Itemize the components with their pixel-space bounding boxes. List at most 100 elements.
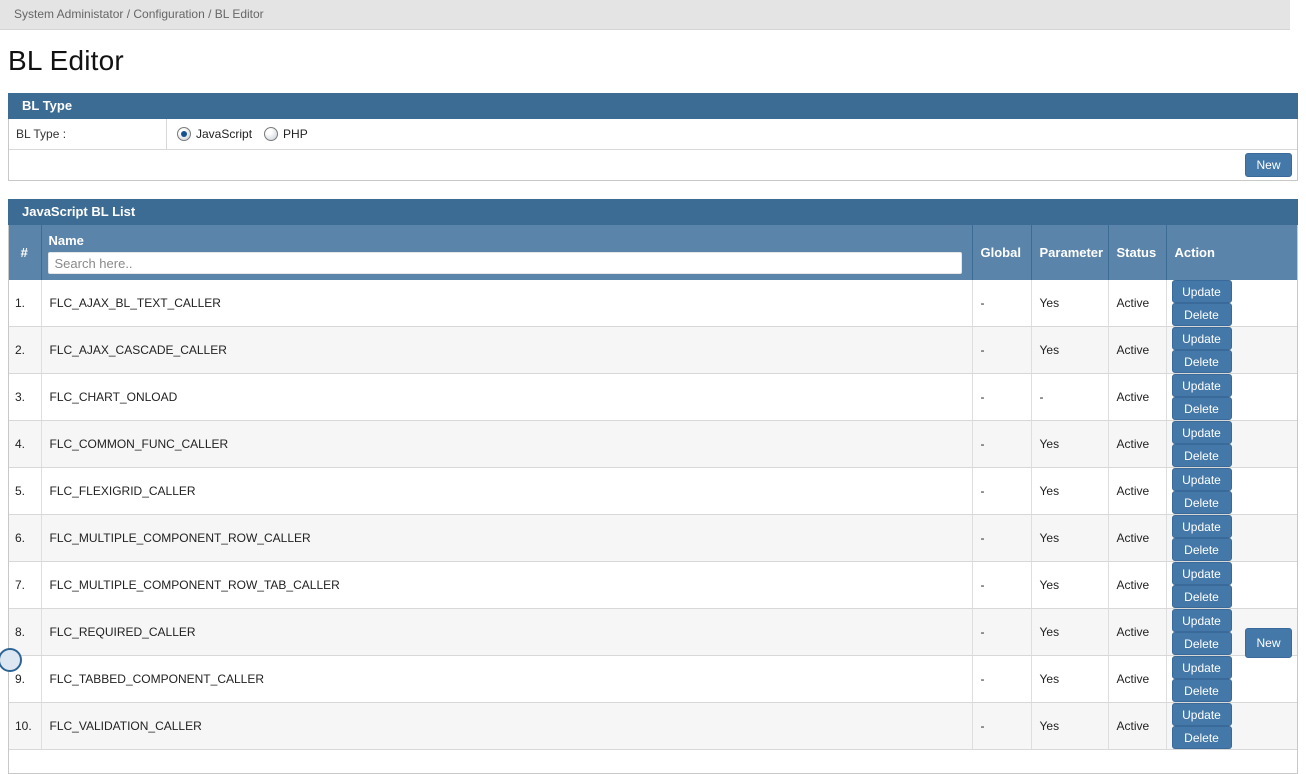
radio-option-javascript-label: JavaScript — [196, 127, 253, 141]
bl-list-table: # Name Global Parameter Status Action 1. — [9, 225, 1297, 750]
row-global: - — [972, 467, 1032, 515]
row-global: - — [972, 373, 1032, 421]
row-index: 2. — [9, 326, 42, 374]
radio-option-javascript[interactable]: JavaScript — [177, 127, 252, 141]
bl-list-panel-header: JavaScript BL List — [8, 199, 1298, 225]
row-parameter: Yes — [1031, 326, 1109, 374]
delete-button[interactable]: Delete — [1171, 585, 1232, 608]
row-parameter: Yes — [1031, 561, 1109, 609]
row-global: - — [972, 561, 1032, 609]
row-index: 1. — [9, 280, 42, 327]
row-status: Active — [1108, 373, 1167, 421]
page-title: BL Editor — [8, 45, 124, 76]
row-name: FLC_TABBED_COMPONENT_CALLER — [41, 655, 973, 703]
bl-type-panel-body: BL Type : JavaScript PHP New — [8, 119, 1298, 181]
row-actions: Update Delete — [1166, 561, 1297, 609]
bl-list-panel: JavaScript BL List # Name Global Paramet… — [8, 199, 1298, 774]
update-button[interactable]: Update — [1171, 327, 1232, 350]
row-index: 4. — [9, 420, 42, 468]
table-row: 2. FLC_AJAX_CASCADE_CALLER - Yes Active … — [9, 326, 1297, 374]
row-global: - — [972, 280, 1032, 327]
delete-button[interactable]: Delete — [1171, 491, 1232, 514]
bl-type-panel-header: BL Type — [8, 93, 1298, 119]
update-button[interactable]: Update — [1171, 468, 1232, 491]
row-parameter: Yes — [1031, 608, 1109, 656]
row-global: - — [972, 655, 1032, 703]
radio-option-php-label: PHP — [283, 127, 308, 141]
row-parameter: Yes — [1031, 467, 1109, 515]
bl-type-button-row: New — [9, 150, 1297, 180]
row-name: FLC_VALIDATION_CALLER — [41, 702, 973, 750]
row-index: 3. — [9, 373, 42, 421]
row-actions: Update Delete — [1166, 655, 1297, 703]
delete-button[interactable]: Delete — [1171, 679, 1232, 702]
column-header-name-label: Name — [48, 233, 84, 248]
row-parameter: Yes — [1031, 655, 1109, 703]
delete-button[interactable]: Delete — [1171, 538, 1232, 561]
search-input[interactable] — [47, 252, 962, 274]
column-header-name: Name — [41, 225, 973, 280]
row-name: FLC_MULTIPLE_COMPONENT_ROW_TAB_CALLER — [41, 561, 973, 609]
row-status: Active — [1108, 702, 1167, 750]
row-status: Active — [1108, 608, 1167, 656]
bl-list-footer — [9, 750, 1297, 773]
row-actions: Update Delete — [1166, 467, 1297, 515]
row-global: - — [972, 702, 1032, 750]
row-index: 10. — [9, 702, 42, 750]
table-row: 9. FLC_TABBED_COMPONENT_CALLER - Yes Act… — [9, 655, 1297, 703]
delete-button[interactable]: Delete — [1171, 303, 1232, 326]
bl-type-panel-title: BL Type — [22, 98, 73, 113]
row-index: 5. — [9, 467, 42, 515]
update-button[interactable]: Update — [1171, 280, 1232, 303]
radio-option-php[interactable]: PHP — [264, 127, 308, 141]
table-row: 5. FLC_FLEXIGRID_CALLER - Yes Active Upd… — [9, 467, 1297, 515]
table-row: 10. FLC_VALIDATION_CALLER - Yes Active U… — [9, 702, 1297, 750]
row-status: Active — [1108, 420, 1167, 468]
new-button-top[interactable]: New — [1245, 153, 1292, 177]
row-status: Active — [1108, 326, 1167, 374]
row-name: FLC_REQUIRED_CALLER — [41, 608, 973, 656]
bl-list-panel-title: JavaScript BL List — [22, 204, 136, 219]
update-button[interactable]: Update — [1171, 374, 1232, 397]
row-actions: Update Delete — [1166, 420, 1297, 468]
update-button[interactable]: Update — [1171, 421, 1232, 444]
new-button-bottom[interactable]: New — [1245, 628, 1292, 658]
row-name: FLC_AJAX_BL_TEXT_CALLER — [41, 280, 973, 327]
bl-type-panel: BL Type BL Type : JavaScript PHP New — [8, 93, 1298, 181]
radio-selected-icon — [177, 127, 191, 141]
table-row: 8. FLC_REQUIRED_CALLER - Yes Active Upda… — [9, 608, 1297, 656]
row-parameter: Yes — [1031, 702, 1109, 750]
breadcrumb: System Administator / Configuration / BL… — [0, 0, 1290, 30]
delete-button[interactable]: Delete — [1171, 632, 1232, 655]
delete-button[interactable]: Delete — [1171, 726, 1232, 749]
table-row: 7. FLC_MULTIPLE_COMPONENT_ROW_TAB_CALLER… — [9, 561, 1297, 609]
delete-button[interactable]: Delete — [1171, 350, 1232, 373]
row-actions: Update Delete — [1166, 280, 1297, 327]
row-status: Active — [1108, 467, 1167, 515]
row-global: - — [972, 514, 1032, 562]
update-button[interactable]: Update — [1171, 562, 1232, 585]
row-name: FLC_COMMON_FUNC_CALLER — [41, 420, 973, 468]
row-index: 6. — [9, 514, 42, 562]
table-row: 4. FLC_COMMON_FUNC_CALLER - Yes Active U… — [9, 420, 1297, 468]
delete-button[interactable]: Delete — [1171, 444, 1232, 467]
breadcrumb-text: System Administator / Configuration / BL… — [14, 7, 264, 21]
bl-list-panel-body: # Name Global Parameter Status Action 1. — [8, 225, 1298, 774]
bl-type-options: JavaScript PHP — [167, 119, 308, 149]
row-index: 7. — [9, 561, 42, 609]
update-button[interactable]: Update — [1171, 703, 1232, 726]
column-header-index: # — [9, 225, 42, 280]
column-header-global: Global — [972, 225, 1032, 280]
column-header-action: Action — [1166, 225, 1297, 280]
row-name: FLC_CHART_ONLOAD — [41, 373, 973, 421]
update-button[interactable]: Update — [1171, 609, 1232, 632]
bl-type-form-row: BL Type : JavaScript PHP — [9, 119, 1297, 150]
delete-button[interactable]: Delete — [1171, 397, 1232, 420]
row-name: FLC_MULTIPLE_COMPONENT_ROW_CALLER — [41, 514, 973, 562]
update-button[interactable]: Update — [1171, 515, 1232, 538]
row-actions: Update Delete — [1166, 373, 1297, 421]
column-header-parameter: Parameter — [1031, 225, 1109, 280]
column-header-status: Status — [1108, 225, 1167, 280]
update-button[interactable]: Update — [1171, 656, 1232, 679]
row-status: Active — [1108, 561, 1167, 609]
